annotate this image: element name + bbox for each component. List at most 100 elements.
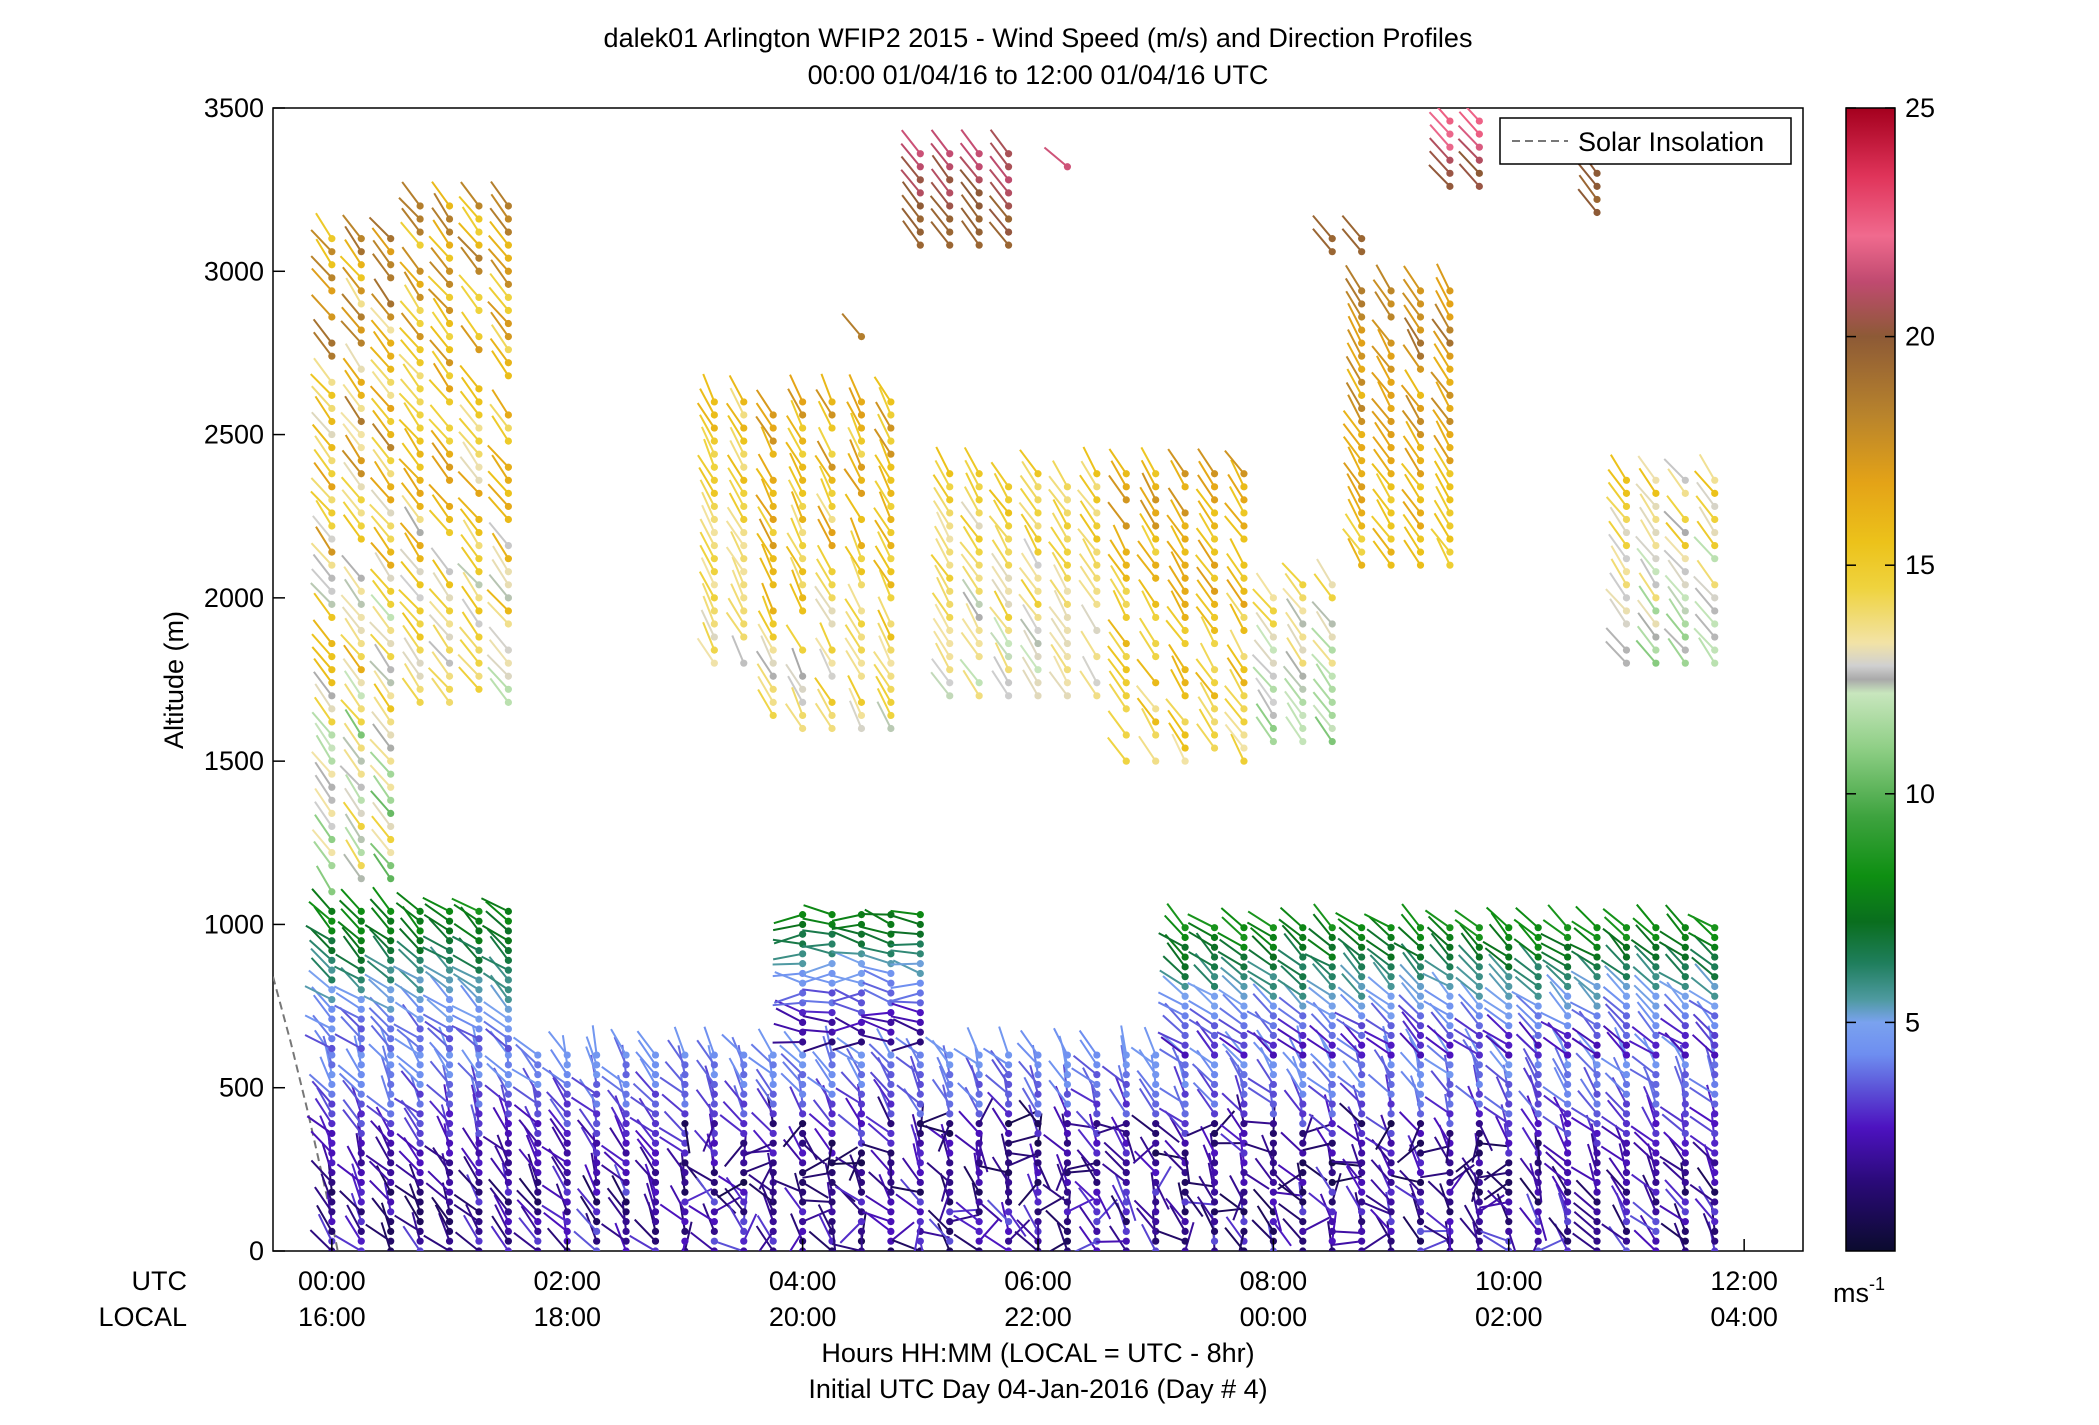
x-tick-label-utc: 10:00 bbox=[1475, 1266, 1543, 1296]
wind-barb-dot bbox=[1446, 933, 1454, 942]
wind-barb-dot bbox=[769, 411, 777, 419]
wind-barb-dot bbox=[504, 1120, 512, 1128]
wind-barb-dot bbox=[1416, 943, 1425, 951]
wind-barb bbox=[756, 663, 775, 690]
wind-barb bbox=[315, 212, 333, 240]
wind-barb-dot bbox=[1475, 1012, 1483, 1020]
wind-barb bbox=[1139, 499, 1157, 527]
wind-barb bbox=[748, 1056, 774, 1076]
wind-barb bbox=[991, 539, 1010, 566]
wind-barb bbox=[768, 1054, 775, 1085]
wind-barb-dot bbox=[416, 542, 424, 550]
wind-barb-dot bbox=[828, 1188, 836, 1196]
wind-barb bbox=[1247, 910, 1274, 929]
wind-barb-dot bbox=[887, 1159, 895, 1167]
wind-barb bbox=[345, 277, 363, 305]
wind-barb bbox=[1372, 961, 1392, 988]
wind-barb-dot bbox=[1387, 1139, 1395, 1147]
wind-barb bbox=[484, 1084, 510, 1105]
wind-barb bbox=[1638, 572, 1657, 599]
wind-barb bbox=[802, 943, 833, 948]
wind-barb-dot bbox=[1093, 1188, 1101, 1196]
wind-barb bbox=[682, 1241, 686, 1251]
wind-barb-dot bbox=[387, 261, 395, 269]
wind-barb bbox=[1371, 319, 1392, 344]
wind-barb-dot bbox=[1299, 633, 1307, 641]
wind-barb-dot bbox=[1534, 1139, 1542, 1147]
wind-barb bbox=[630, 1096, 657, 1115]
wind-barb bbox=[402, 363, 421, 390]
wind-barb-dot bbox=[534, 1090, 542, 1098]
wind-barb-dot bbox=[1063, 1080, 1072, 1089]
wind-barb-dot bbox=[799, 724, 807, 733]
wind-barb bbox=[370, 489, 392, 514]
wind-barb-dot bbox=[387, 574, 395, 582]
wind-barb-dot bbox=[1063, 1071, 1072, 1079]
wind-barb-dot bbox=[1446, 300, 1454, 308]
wind-barb bbox=[310, 373, 333, 397]
wind-barb bbox=[1200, 1125, 1216, 1154]
wind-barb-dot bbox=[681, 1178, 689, 1187]
wind-barb-dot bbox=[416, 1129, 424, 1138]
wind-barb bbox=[320, 1173, 333, 1203]
wind-barb bbox=[848, 374, 863, 403]
wind-barb bbox=[487, 300, 510, 325]
wind-barb-dot bbox=[769, 1090, 777, 1098]
wind-barb-dot bbox=[416, 202, 424, 210]
wind-barb-dot bbox=[475, 398, 483, 406]
wind-barb bbox=[399, 574, 421, 599]
wind-barb bbox=[1159, 1048, 1186, 1066]
wind-barb-dot bbox=[975, 522, 983, 530]
wind-barb-dot bbox=[504, 1208, 512, 1216]
wind-barb-dot bbox=[475, 1051, 483, 1059]
wind-barb bbox=[451, 1024, 480, 1040]
wind-barb bbox=[755, 1078, 775, 1105]
wind-barb-dot bbox=[445, 1188, 454, 1196]
wind-barb-dot bbox=[1711, 1031, 1719, 1040]
wind-barb bbox=[342, 801, 363, 828]
wind-barb bbox=[1507, 1231, 1517, 1251]
wind-barb bbox=[1198, 460, 1216, 488]
wind-barb bbox=[1304, 953, 1333, 968]
wind-barb-dot bbox=[1564, 1218, 1572, 1226]
wind-barb bbox=[1577, 188, 1598, 214]
wind-barb-dot bbox=[1564, 1149, 1572, 1157]
wind-barb bbox=[461, 585, 480, 612]
wind-barb-dot bbox=[1004, 150, 1013, 158]
wind-barb-dot bbox=[445, 1227, 454, 1236]
wind-barb-dot bbox=[799, 489, 807, 497]
wind-barb-dot bbox=[710, 633, 718, 641]
wind-barb-dot bbox=[504, 698, 512, 706]
wind-barb bbox=[1486, 1013, 1510, 1037]
wind-barb-dot bbox=[1652, 568, 1660, 576]
wind-barb-dot bbox=[563, 1129, 571, 1138]
wind-barb-dot bbox=[416, 1035, 424, 1043]
wind-barb bbox=[1371, 345, 1392, 370]
wind-barb-dot bbox=[1240, 600, 1248, 608]
wind-barb-dot bbox=[1358, 973, 1366, 981]
wind-barb-dot bbox=[769, 659, 777, 667]
wind-barb-dot bbox=[593, 1129, 601, 1138]
wind-barb-dot bbox=[1681, 924, 1689, 932]
wind-barb-dot bbox=[1181, 535, 1189, 543]
wind-barb-dot bbox=[1063, 1159, 1072, 1167]
wind-barb-dot bbox=[1210, 1080, 1219, 1089]
wind-barb-dot bbox=[1505, 1080, 1513, 1089]
wind-barb bbox=[835, 1048, 862, 1066]
wind-barb-dot bbox=[593, 1149, 601, 1157]
wind-barb-dot bbox=[1210, 982, 1219, 991]
wind-barb-dot bbox=[1387, 1051, 1395, 1059]
wind-barb bbox=[1540, 951, 1569, 968]
wind-barb-dot bbox=[1711, 963, 1719, 971]
wind-barb bbox=[1336, 1047, 1363, 1066]
wind-barb-dot bbox=[1622, 489, 1631, 497]
wind-barb bbox=[1704, 1045, 1716, 1075]
wind-barb bbox=[1460, 981, 1481, 1007]
wind-barb bbox=[865, 1115, 892, 1135]
wind-barb bbox=[1159, 969, 1186, 988]
wind-barb bbox=[1138, 578, 1157, 605]
wind-barb bbox=[365, 1154, 392, 1174]
wind-barb-dot bbox=[1093, 1129, 1101, 1138]
wind-barb-dot bbox=[387, 718, 395, 726]
wind-barb bbox=[1435, 420, 1451, 449]
